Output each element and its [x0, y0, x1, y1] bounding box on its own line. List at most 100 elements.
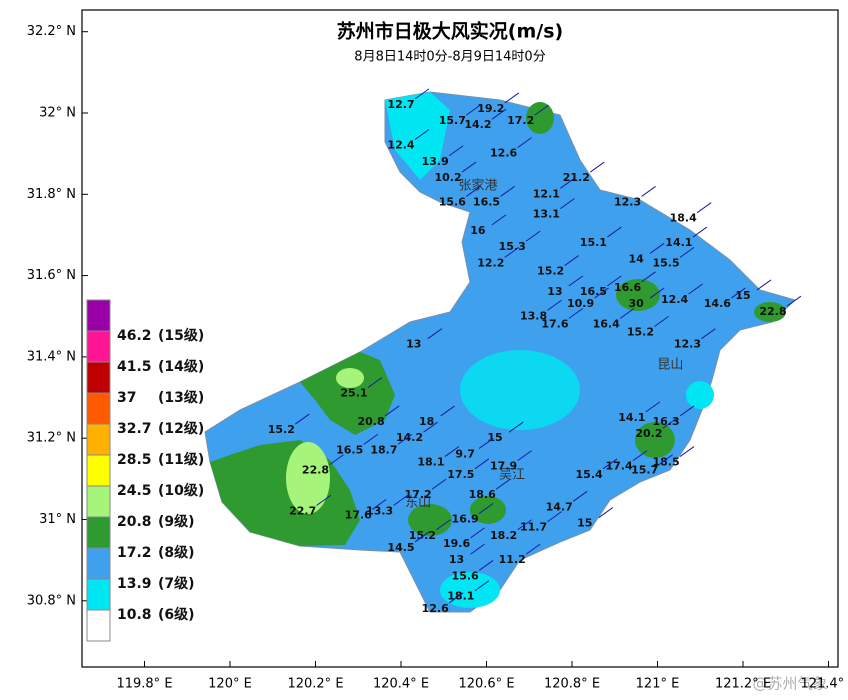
y-tick-label: 31.6° N: [27, 268, 76, 283]
wind-barb: [440, 405, 455, 417]
wind-barb: [696, 202, 712, 214]
wind-barb: [504, 246, 520, 258]
wind-barb: [568, 275, 584, 287]
x-tick-label: 120.4° E: [373, 677, 429, 692]
station-value: 15.7: [631, 464, 658, 477]
legend-value: 24.5: [117, 483, 152, 499]
station-value: 12.6: [490, 147, 517, 160]
station-value: 16: [470, 224, 486, 237]
station-value: 12.1: [533, 187, 560, 200]
wind-barb: [474, 458, 490, 470]
station-value: 13: [406, 338, 421, 351]
station-value: 30: [628, 297, 644, 310]
station-value: 13: [449, 553, 464, 566]
station-value: 18: [419, 415, 434, 428]
station-value: 17.9: [490, 460, 517, 473]
station-value: 21.2: [563, 171, 590, 184]
legend-value: 20.8: [117, 514, 152, 530]
station-value: 18.2: [490, 529, 517, 542]
wind-barb: [534, 104, 549, 116]
wind-barb: [474, 580, 490, 592]
station-value: 15.6: [452, 569, 479, 582]
station-value: 12.4: [387, 139, 414, 152]
station-value: 17.5: [447, 468, 474, 481]
station-value: 16.6: [614, 281, 641, 294]
wind-barb: [371, 499, 387, 510]
station-value: 15.3: [499, 240, 526, 253]
light-green-patch: [286, 442, 330, 514]
legend-swatch: [86, 392, 111, 425]
legend-level: (9级): [158, 513, 195, 530]
wind-barb: [679, 246, 695, 258]
station-value: 12.3: [674, 338, 701, 351]
green-patch: [616, 279, 660, 311]
station-value: 20.2: [635, 427, 662, 440]
x-tick-label: 119.8° E: [116, 677, 172, 692]
watermark: @苏州气象: [752, 675, 827, 693]
station-value: 13.9: [422, 155, 449, 168]
y-tick-label: 32.2° N: [27, 24, 76, 39]
station-value: 15.1: [580, 236, 607, 249]
map-title: 苏州市日极大风实况(m/s): [337, 20, 563, 43]
station-value: 16.5: [580, 285, 607, 298]
wind-barb: [461, 161, 477, 173]
wind-barb: [560, 177, 575, 189]
wind-barb: [470, 543, 485, 555]
station-value: 15: [735, 289, 750, 302]
legend-value: 37: [117, 390, 136, 406]
x-tick-label: 121° E: [636, 677, 680, 692]
legend-swatch: [86, 423, 111, 456]
station-value: 18.1: [417, 456, 444, 469]
station-value: 22.8: [302, 464, 329, 477]
wind-barb: [478, 503, 494, 514]
wind-barb: [427, 328, 443, 340]
station-value: 13: [547, 285, 562, 298]
wind-barb: [329, 454, 344, 466]
legend-value: 32.7: [117, 421, 152, 437]
wind-barb: [525, 230, 541, 242]
cyan-patch: [385, 92, 450, 180]
city-name: 吴江: [499, 467, 525, 482]
station-value: 15: [487, 431, 502, 444]
legend-level: (13级): [158, 389, 204, 406]
legend-value: 46.2: [117, 328, 152, 344]
wind-barb: [393, 494, 408, 506]
legend-level: (11级): [158, 451, 204, 468]
station-value: 10.2: [434, 171, 461, 184]
wind-barb: [295, 413, 310, 425]
wind-barb: [641, 186, 656, 197]
green-patch: [408, 504, 452, 536]
station-value: 22.8: [759, 305, 786, 318]
legend-swatch: [86, 578, 111, 611]
wind-barb: [444, 446, 460, 457]
wind-barb: [658, 454, 673, 466]
station-value: 19.2: [477, 102, 504, 115]
wind-barb: [504, 92, 520, 104]
wind-barb: [397, 433, 413, 445]
wind-barb: [517, 137, 532, 149]
wind-barb: [478, 438, 494, 449]
city-name: 昆山: [657, 358, 683, 373]
wind-barb: [649, 242, 665, 254]
station-value: 11.7: [520, 521, 547, 534]
legend-level: (8级): [158, 544, 195, 561]
wind-barb: [414, 129, 430, 140]
station-value: 12.7: [387, 98, 414, 111]
station-value: 12.2: [477, 256, 504, 269]
wind-barb: [572, 490, 588, 502]
y-tick-label: 31.2° N: [27, 431, 76, 446]
wind-barb: [607, 226, 622, 238]
y-tick-label: 32° N: [39, 106, 76, 121]
station-value: 14.1: [618, 411, 645, 424]
wind-barb: [649, 287, 665, 299]
station-value: 14.1: [665, 236, 692, 249]
wind-barb: [598, 507, 614, 518]
station-value: 15.2: [409, 529, 436, 542]
station-value: 15.5: [652, 256, 679, 269]
station-value: 18.5: [652, 456, 679, 469]
wind-barb: [363, 433, 378, 445]
legend-level: (15级): [158, 327, 204, 344]
station-value: 16.4: [593, 317, 620, 330]
wind-barb: [607, 275, 622, 287]
station-value: 10.9: [567, 297, 594, 310]
